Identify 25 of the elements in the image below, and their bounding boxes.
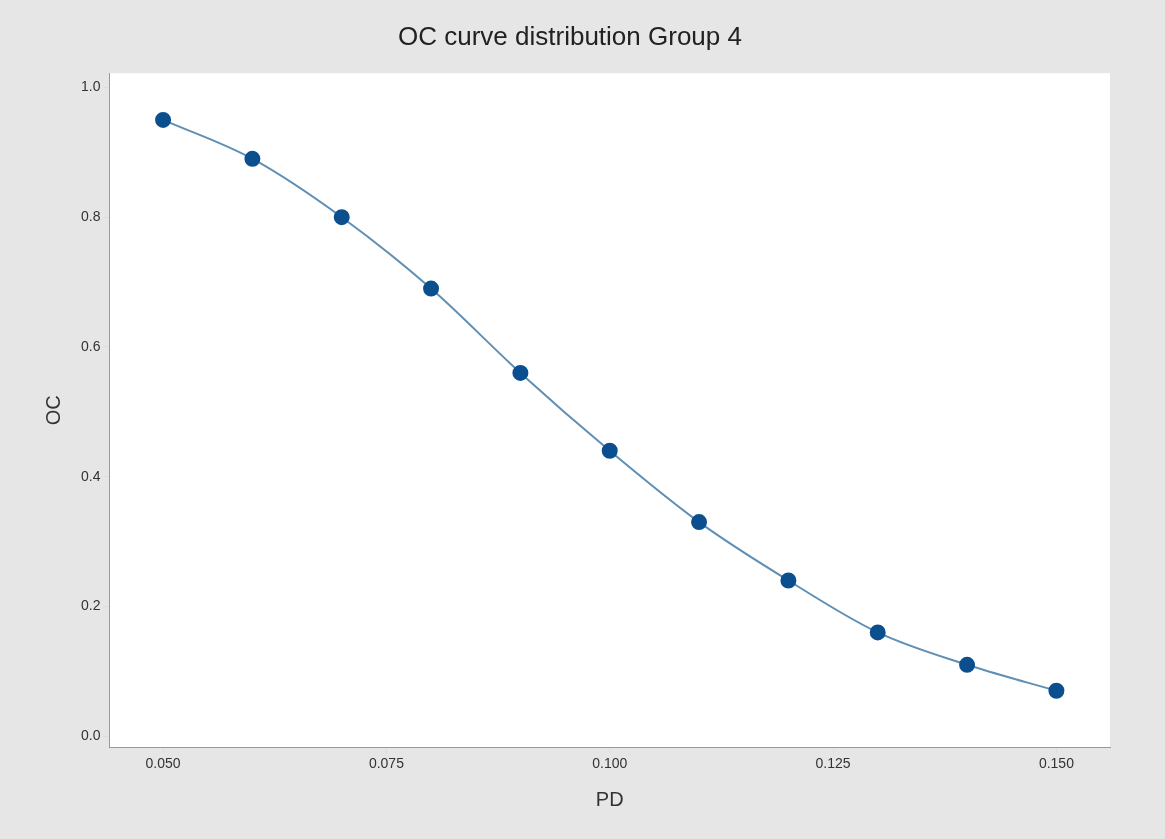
- x-tick-label: 0.125: [815, 755, 851, 772]
- point: [869, 624, 886, 641]
- y-tick-label: 0.0: [80, 727, 101, 744]
- x-tick-label: 0.050: [145, 755, 181, 772]
- x-tick-label: 0.150: [1038, 755, 1075, 772]
- y-axis-title: OC: [41, 395, 64, 426]
- point: [1048, 682, 1065, 699]
- y-tick-label: 0.6: [80, 337, 101, 354]
- point: [959, 656, 976, 673]
- point: [691, 514, 708, 531]
- point: [155, 111, 172, 128]
- y-tick-label: 0.2: [80, 597, 101, 614]
- point: [244, 150, 261, 167]
- chart-title: OC curve distribution Group 4: [398, 20, 742, 51]
- point: [512, 364, 529, 381]
- point: [423, 280, 440, 297]
- x-axis-title: PD: [595, 787, 624, 810]
- y-tick-label: 1.0: [80, 78, 101, 95]
- y-tick-label: 0.4: [80, 467, 101, 484]
- x-tick-label: 0.100: [592, 755, 628, 772]
- point: [601, 442, 618, 459]
- point: [780, 572, 797, 589]
- x-tick-label: 0.075: [368, 755, 405, 772]
- point: [333, 209, 350, 226]
- y-tick-label: 0.8: [80, 208, 101, 225]
